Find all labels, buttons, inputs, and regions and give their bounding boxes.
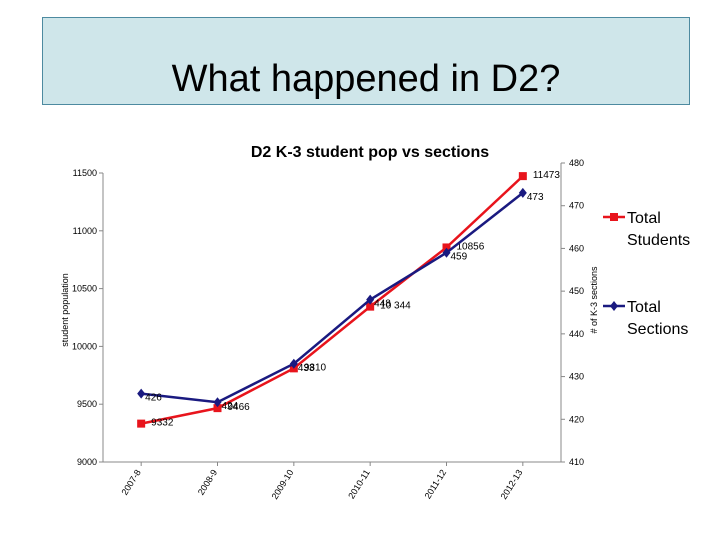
data-label: 11473 <box>533 170 561 181</box>
left-tick-label: 10000 <box>72 341 97 351</box>
right-tick-label: 420 <box>569 414 584 424</box>
title-box: What happened in D2? <box>42 17 690 105</box>
data-label: 10856 <box>457 241 485 252</box>
legend-label: Total <box>627 299 661 316</box>
data-label: 9332 <box>151 418 174 429</box>
sections-point <box>289 358 298 369</box>
left-tick-label: 10500 <box>72 284 97 294</box>
slide-title: What happened in D2? <box>171 58 561 100</box>
data-label: 473 <box>527 192 544 203</box>
data-label: 459 <box>451 252 468 263</box>
left-tick-label: 9500 <box>77 399 97 409</box>
right-tick-label: 430 <box>569 372 584 382</box>
x-tick-label: 2007-8 <box>120 468 143 497</box>
left-tick-label: 11000 <box>73 226 97 236</box>
right-tick-label: 470 <box>569 201 584 211</box>
data-label: 424 <box>222 401 239 412</box>
sections-point <box>366 294 375 305</box>
x-tick-label: 2008-9 <box>196 468 219 497</box>
x-tick-label: 2012-13 <box>499 468 525 501</box>
right-axis-label: # of K-3 sections <box>589 266 599 334</box>
legend-label: Students <box>627 232 690 249</box>
right-tick-label: 410 <box>569 457 584 467</box>
series-line-1 <box>141 191 524 404</box>
data-label: 10 344 <box>380 301 411 312</box>
right-tick-label: 460 <box>569 243 584 253</box>
students-point <box>442 243 451 252</box>
right-tick-label: 480 <box>569 158 584 168</box>
data-label: 9810 <box>304 362 327 373</box>
legend-label: Sections <box>627 321 688 338</box>
students-point <box>366 302 375 311</box>
data-label: 448 <box>374 299 391 310</box>
left-tick-label: 11500 <box>73 168 97 178</box>
sections-point <box>213 397 222 408</box>
x-tick-label: 2011-12 <box>423 468 449 501</box>
sections-point <box>137 388 146 399</box>
sections-point <box>518 187 527 198</box>
data-label: 9466 <box>228 402 251 413</box>
left-axis-label: student population <box>60 273 70 347</box>
legend-label: Total <box>627 210 661 227</box>
data-label: 433 <box>298 363 315 374</box>
legend-marker-sections <box>610 301 618 311</box>
students-point <box>137 419 146 428</box>
x-tick-label: 2009-10 <box>270 468 296 501</box>
students-point <box>518 172 527 181</box>
right-tick-label: 440 <box>569 329 584 339</box>
sections-point <box>442 247 451 258</box>
legend-marker-students <box>610 213 618 221</box>
data-label: 426 <box>145 393 162 404</box>
x-tick-label: 2010-11 <box>346 468 372 501</box>
left-tick-label: 9000 <box>77 457 97 467</box>
students-point <box>213 404 222 413</box>
chart-title: D2 K-3 student pop vs sections <box>251 144 489 161</box>
right-tick-label: 450 <box>569 286 584 296</box>
series-line-0 <box>140 175 524 425</box>
